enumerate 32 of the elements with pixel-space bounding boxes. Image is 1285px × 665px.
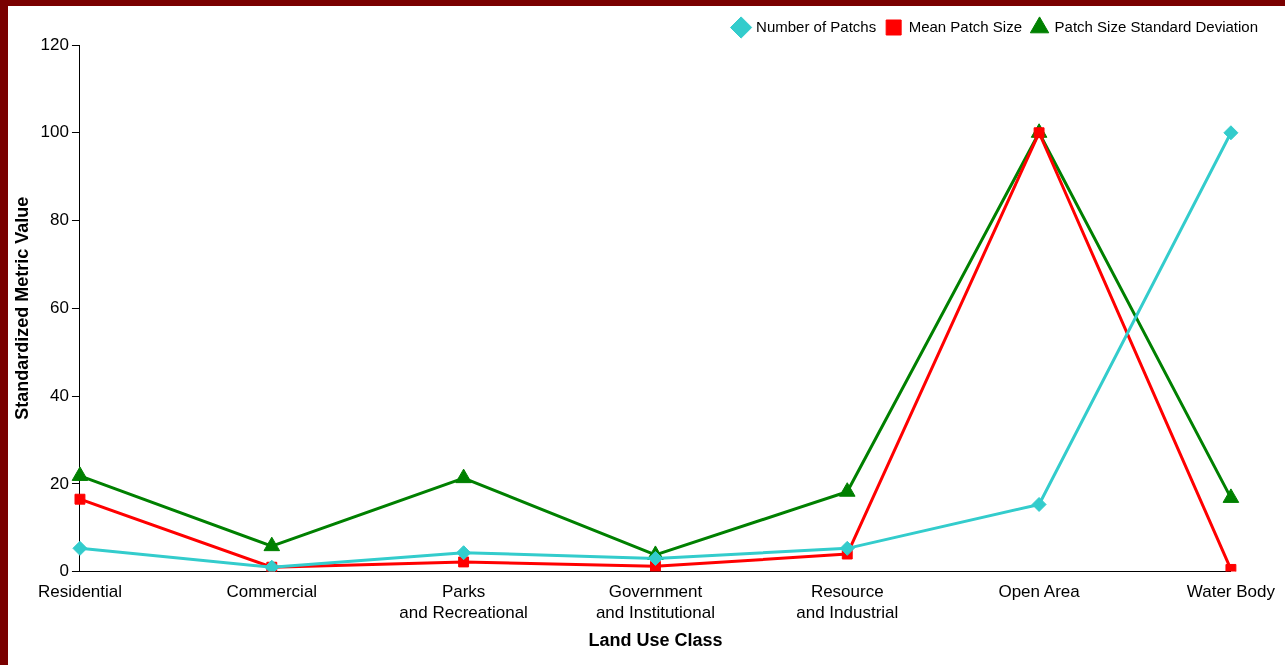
x-axis-title: Land Use Class (588, 630, 723, 651)
point (71, 466, 89, 481)
point (455, 468, 472, 484)
y-tick-label: 20 (50, 473, 69, 493)
x-tick-label: Commercial (226, 582, 318, 602)
y-tick-label: 0 (59, 561, 69, 581)
y-tick-label: 120 (40, 34, 69, 54)
x-tick-label: Parks and Recreational (399, 582, 528, 622)
x-tick-label: Residential (37, 582, 123, 602)
point (1223, 125, 1239, 141)
legend-label: Number of Patchs (756, 17, 877, 35)
legend-label: Mean Patch Size (908, 17, 1023, 35)
point (263, 536, 281, 552)
point (456, 545, 472, 561)
point (74, 493, 86, 505)
x-tick-label: Open Area (998, 582, 1081, 602)
x-tick-label: Resource and Industrial (796, 582, 899, 622)
y-tick-label: 60 (50, 297, 69, 317)
point (647, 550, 663, 566)
legend-label: Patch Size Standard Deviation (1054, 17, 1258, 35)
point (838, 482, 856, 497)
y-tick-label: 100 (40, 122, 69, 142)
point (72, 540, 88, 556)
point (839, 540, 855, 556)
y-tick-label: 40 (50, 385, 69, 405)
x-tick-label: Government and Institutional (595, 582, 715, 622)
point (1031, 496, 1047, 512)
y-tick-label: 80 (50, 210, 69, 230)
point (1222, 488, 1240, 503)
y-axis-title: Standardized Metric Value (11, 196, 32, 420)
point (1225, 563, 1237, 572)
x-tick-label: Water Body (1186, 582, 1276, 602)
